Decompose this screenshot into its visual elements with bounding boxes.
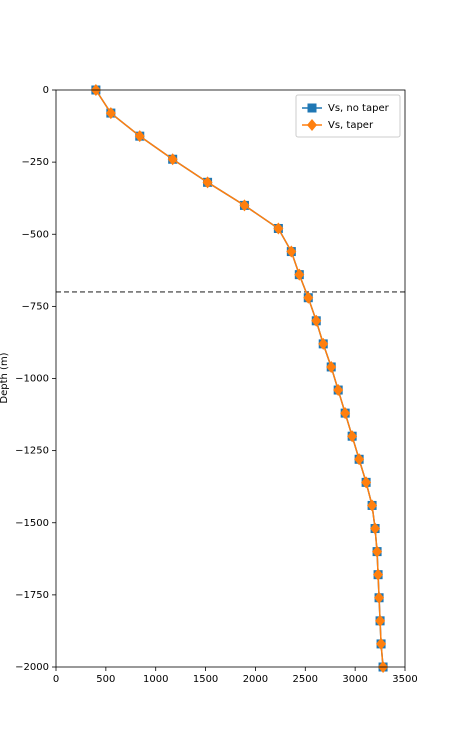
legend-marker [307, 103, 317, 113]
data-point [367, 499, 378, 512]
y-tick-label: −250 [22, 157, 49, 168]
x-tick-label: 1500 [193, 674, 218, 685]
y-tick-label: −1750 [15, 590, 49, 601]
data-point [303, 291, 314, 304]
data-point [376, 637, 387, 650]
data-point [375, 614, 386, 627]
data-point [374, 591, 385, 604]
series-line [95, 89, 384, 668]
data-point [202, 176, 213, 189]
x-tick-label: 500 [96, 674, 115, 685]
data-point [354, 453, 365, 466]
series-line [95, 89, 384, 668]
y-tick-label: −1250 [15, 446, 49, 457]
legend-label: Vs, taper [328, 120, 374, 131]
plot-frame [55, 89, 406, 668]
data-point [273, 222, 284, 235]
data-point [318, 337, 329, 350]
data-point [340, 407, 351, 420]
y-tick-label: −500 [22, 229, 49, 240]
data-point [372, 545, 383, 558]
x-tick-label: 0 [53, 674, 59, 685]
data-point [134, 130, 145, 143]
legend-marker [307, 119, 317, 131]
data-point [373, 568, 384, 581]
legend-label: Vs, no taper [328, 103, 390, 114]
data-point [286, 245, 297, 258]
data-point [294, 268, 305, 281]
data-point [326, 360, 337, 373]
data-point [347, 430, 358, 443]
x-tick-label: 3000 [342, 674, 367, 685]
x-tick-label: 3500 [392, 674, 417, 685]
y-tick-label: 0 [43, 85, 49, 96]
x-tick-label: 2500 [293, 674, 318, 685]
y-tick-label: −2000 [15, 662, 49, 673]
y-tick-label: −1500 [15, 518, 49, 529]
x-tick-label: 2000 [243, 674, 268, 685]
data-point [333, 384, 344, 397]
y-tick-label: −750 [22, 301, 49, 312]
data-point [105, 107, 116, 120]
data-point [311, 314, 322, 327]
x-tick-label: 1000 [143, 674, 168, 685]
y-axis-label: Depth (m) [0, 352, 10, 403]
data-point [361, 476, 372, 489]
data-point [370, 522, 381, 535]
data-point [167, 153, 178, 166]
data-point [239, 199, 250, 212]
y-tick-label: −1000 [15, 374, 49, 385]
legend-box [295, 94, 401, 138]
